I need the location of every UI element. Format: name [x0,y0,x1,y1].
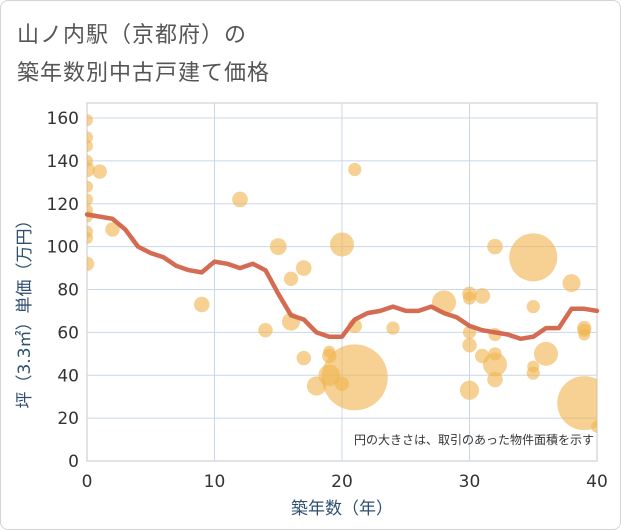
y-tick-label: 100 [47,238,79,258]
x-axis-title: 築年数（年） [291,499,393,519]
x-tick-label: 0 [82,472,93,492]
data-point-bubble [87,139,93,152]
y-tick-label: 40 [57,366,79,386]
y-tick-label: 140 [47,152,79,172]
y-tick-label: 20 [57,409,79,429]
y-tick-label: 0 [68,452,79,472]
data-point-bubble [509,233,558,282]
data-point-bubble [487,238,503,255]
data-point-bubble [557,376,597,431]
chart-title-line1: 山ノ内駅（京都府）の [17,23,248,48]
data-point-bubble [534,341,558,366]
data-point-bubble [87,114,93,127]
data-point-bubble [487,371,503,388]
data-point-bubble [526,366,540,380]
data-point-bubble [348,162,362,177]
x-tick-label: 10 [204,472,226,492]
chart-title-line2: 築年数別中古戸建て価格 [17,61,271,86]
data-point-bubble [321,344,388,411]
data-point-bubble [87,256,95,271]
x-tick-label: 40 [586,472,608,492]
data-point-bubble [330,232,354,257]
x-tick-label: 20 [331,472,353,492]
data-point-bubble [462,338,477,353]
data-point-bubble [87,180,93,193]
data-point-bubble [474,288,491,304]
data-point-bubble [526,300,540,314]
data-point-bubble [258,323,273,338]
y-tick-label: 60 [57,323,79,343]
data-point-bubble [296,350,311,366]
data-point-bubble [87,193,93,206]
data-point-bubble [386,321,400,335]
trend-line [84,212,600,342]
data-point-bubble [295,260,312,276]
data-point-bubble [87,232,93,245]
data-point-bubble [562,274,581,293]
data-point-bubble [283,271,299,286]
y-tick-label: 160 [47,109,79,129]
data-point-bubble [232,191,248,208]
data-point-bubble [92,164,107,179]
data-point-bubble [269,238,287,256]
data-point-bubble [483,352,507,377]
data-point-bubble [87,161,95,178]
y-axis-title: 坪（3.3㎡）単価（万円） [15,211,35,408]
data-point-bubble [459,380,480,400]
data-point-bubble [193,296,210,313]
data-point-bubble [591,420,597,433]
x-tick-label: 30 [459,472,481,492]
data-point-bubble [105,222,120,237]
y-tick-label: 120 [47,195,79,215]
bubble-size-note: 円の大きさは、取引のあった物件面積を示す [354,432,594,447]
y-tick-label: 80 [57,281,79,301]
data-point-bubble [578,328,591,341]
data-point-bubble [462,291,477,305]
